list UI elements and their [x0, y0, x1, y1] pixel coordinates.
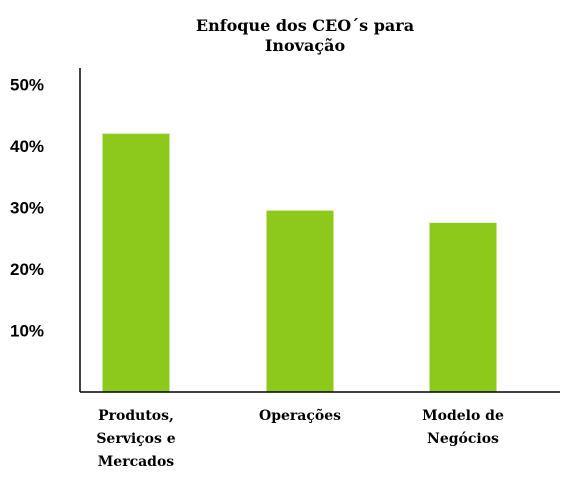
y-tick-label: 30% — [10, 199, 44, 218]
y-tick-label: 20% — [10, 260, 44, 279]
y-tick-label: 40% — [10, 137, 44, 156]
x-tick-label: Produtos, — [98, 408, 174, 424]
y-axis-ticks: 10% 20% 30% 40% 50% — [10, 76, 44, 341]
bar-0 — [102, 133, 170, 392]
axes — [79, 68, 560, 393]
chart-title-line-0: Enfoque dos CEO´s para — [196, 16, 414, 35]
x-tick-label: Operações — [259, 407, 341, 424]
x-tick-label: Negócios — [427, 431, 499, 447]
chart-title-line-1: Inovação — [265, 36, 346, 55]
y-tick-label: 10% — [10, 322, 44, 341]
y-tick-label: 50% — [10, 76, 44, 95]
x-tick-label: Serviços e — [96, 431, 175, 447]
bar-2 — [429, 222, 497, 392]
bars — [102, 133, 497, 392]
bar-1 — [266, 210, 334, 392]
x-tick-label: Mercados — [98, 454, 175, 470]
x-tick-label: Modelo de — [422, 408, 504, 424]
x-axis-ticks: Produtos, Serviços e Mercados Operações Mode… — [96, 407, 504, 470]
